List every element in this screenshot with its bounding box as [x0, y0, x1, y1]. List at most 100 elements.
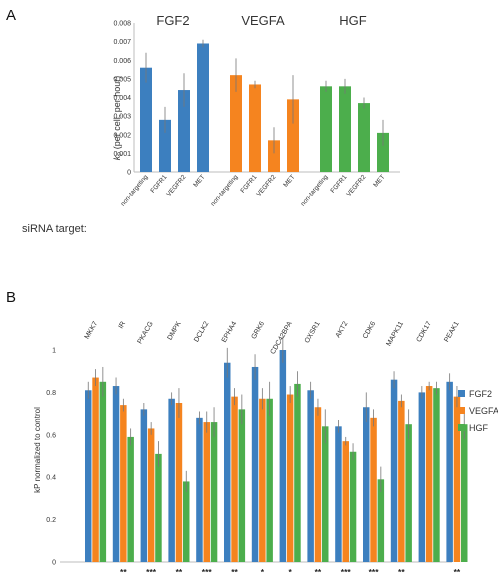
chart-b-category-mapk11: MAPK11: [385, 320, 405, 347]
chart-a-category-hgf-1: FGFR1: [329, 173, 348, 194]
chart-a-bar-hgf-0: [320, 86, 332, 172]
chart-a: kP (per cell, per hour) siRNA target: 0 0…: [22, 13, 400, 235]
chart-b-y-tick-1: 0.2: [46, 517, 56, 524]
chart-b-bar-fgf2-mkk7: [85, 390, 92, 562]
chart-b-significance-dmpk: **: [176, 567, 183, 577]
chart-a-category-fgf2-2: VEGFR2: [165, 173, 187, 198]
chart-a-y-axis-label-sub: P: [118, 152, 124, 156]
chart-b-bar-fgf2-mapk11: [390, 379, 398, 562]
chart-a-y-tick-4: 0.004: [113, 95, 131, 102]
chart-b-category-mkk7: MKK7: [84, 320, 100, 340]
chart-b-bar-vegfa-mapk11: [398, 400, 405, 562]
chart-a-bar-vegfa-3: [287, 99, 299, 172]
chart-b-bar-fgf2-cdk17: [418, 392, 426, 562]
chart-b-bar-fgf2-pkacg: [140, 409, 148, 562]
chart-a-y-tick-0: 0: [127, 170, 131, 177]
chart-a-y-axis-label: kP (per cell, per hour): [112, 76, 124, 161]
chart-b-bar-fgf2-peak1: [446, 381, 453, 562]
chart-a-category-hgf-3: MET: [372, 174, 386, 189]
chart-a-category-vegfa-1: FGFR1: [239, 173, 258, 194]
chart-b-bar-fgf2-ir: [112, 386, 120, 562]
chart-b-category-pkacg: PKACG: [137, 321, 155, 346]
chart-b-bar-hgf-epha4: [238, 409, 246, 562]
chart-b-y-tick-4: 0.8: [46, 390, 56, 397]
chart-b-bar-hgf-mkk7: [99, 381, 107, 562]
chart-b-y-tick-2: 0.4: [46, 475, 56, 482]
chart-b-legend-label-fgf2: FGF2: [469, 389, 492, 399]
chart-b-bar-hgf-cdk6: [377, 479, 385, 562]
chart-a-category-hgf-0: non-targeting: [300, 173, 330, 207]
chart-b-bar-vegfa-cdk17: [425, 386, 433, 562]
chart-b-bar-hgf-cdk17: [433, 388, 440, 562]
chart-b-significance-cdc42bpa: *: [288, 567, 292, 577]
chart-b-bar-hgf-mapk11: [405, 424, 412, 562]
chart-a-y-tick-5: 0.005: [113, 76, 131, 83]
chart-a-bar-vegfa-2: [268, 140, 280, 172]
chart-b-bar-vegfa-ir: [120, 405, 127, 562]
chart-b-significance-peak1: **: [454, 567, 461, 577]
chart-b-category-grk6: GRK6: [250, 320, 266, 340]
chart-b-bar-fgf2-dclk2: [196, 417, 203, 562]
chart-b-category-cdk6: CDK6: [362, 320, 377, 340]
chart-b-significance-akt2: ***: [341, 567, 352, 577]
chart-b-y-tick-3: 0.6: [46, 432, 56, 439]
chart-b-bar-hgf-dclk2: [210, 422, 218, 562]
chart-b-bar-fgf2-dmpk: [168, 398, 175, 562]
chart-b-category-oxsr1: OXSR1: [304, 320, 322, 344]
chart-a-y-tick-6: 0.006: [113, 58, 131, 65]
chart-a-y-tick-7: 0.007: [113, 39, 131, 46]
chart-b-bar-fgf2-akt2: [335, 426, 342, 562]
chart-b-significance-oxsr1: **: [315, 567, 322, 577]
chart-a-bar-hgf-3: [377, 132, 389, 172]
chart-b-category-cdk17: CDK17: [416, 320, 433, 343]
chart-b-category-peak1: PEAK1: [443, 320, 460, 343]
chart-a-category-vegfa-0: non-targeting: [210, 173, 240, 207]
chart-b-y-tick-0: 0: [52, 560, 56, 567]
chart-b-significance-ir: **: [120, 567, 127, 577]
chart-b-bar-vegfa-akt2: [342, 441, 349, 562]
chart-a-group-title-fgf2: FGF2: [156, 13, 189, 28]
chart-b-bar-fgf2-grk6: [251, 366, 259, 562]
chart-b-legend-swatch-hgf: [458, 424, 465, 431]
chart-b-bar-vegfa-epha4: [231, 396, 238, 562]
chart-b-bar-fgf2-oxsr1: [307, 390, 314, 562]
chart-b-significance-epha4: **: [231, 567, 238, 577]
chart-b-bar-hgf-cdc42bpa: [294, 383, 301, 562]
chart-b-bar-fgf2-epha4: [224, 362, 231, 562]
chart-b-category-ir: IR: [118, 321, 128, 331]
chart-a-bar-fgf2-2: [178, 90, 190, 172]
chart-b-bar-hgf-pkacg: [155, 453, 162, 562]
chart-a-category-vegfa-3: MET: [282, 174, 296, 189]
chart-b-bar-vegfa-oxsr1: [314, 407, 322, 562]
chart-a-category-fgf2-0: non-targeting: [120, 173, 150, 207]
chart-b-bar-vegfa-cdc42bpa: [286, 394, 294, 562]
chart-a-y-axis-label-rest: (per cell, per hour): [112, 76, 122, 152]
chart-b-bar-vegfa-cdk6: [370, 417, 377, 562]
chart-a-bar-fgf2-3: [197, 43, 209, 172]
chart-b-category-dclk2: DCLK2: [193, 320, 210, 343]
chart-b-bar-vegfa-peak1: [453, 396, 461, 562]
chart-b-category-epha4: EPHA4: [221, 320, 239, 343]
chart-b-significance-grk6: *: [261, 567, 265, 577]
chart-a-bar-vegfa-0: [230, 75, 242, 172]
chart-b-bar-vegfa-mkk7: [92, 377, 99, 562]
chart-a-group-title-vegfa: VEGFA: [241, 13, 285, 28]
chart-a-bar-fgf2-0: [140, 67, 152, 172]
chart-b-bar-hgf-akt2: [349, 451, 357, 562]
panel-a-label: A: [6, 7, 16, 24]
chart-a-category-hgf-2: VEGFR2: [345, 173, 367, 198]
sirna-target-label: siRNA target:: [22, 223, 87, 235]
chart-b-category-akt2: AKT2: [335, 320, 350, 339]
chart-a-category-vegfa-2: VEGFR2: [255, 173, 277, 198]
chart-b-bar-vegfa-dmpk: [175, 403, 183, 562]
chart-b-legend-swatch-vegfa: [458, 407, 465, 414]
chart-a-bar-vegfa-1: [249, 84, 261, 172]
chart-b-bar-vegfa-pkacg: [147, 428, 155, 562]
chart-a-category-fgf2-1: FGFR1: [149, 173, 168, 194]
chart-b-bar-hgf-dmpk: [183, 481, 190, 562]
panel-b-label: B: [6, 289, 16, 306]
chart-a-bar-hgf-1: [339, 86, 351, 172]
chart-b-bar-hgf-ir: [127, 436, 134, 562]
chart-b-significance-dclk2: ***: [202, 567, 213, 577]
